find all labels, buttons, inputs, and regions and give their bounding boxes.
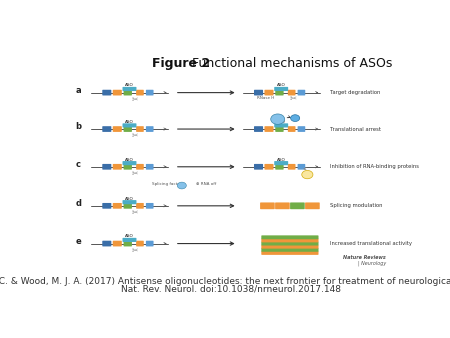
- Text: ASO: ASO: [277, 83, 286, 88]
- FancyBboxPatch shape: [297, 164, 305, 170]
- FancyBboxPatch shape: [136, 90, 144, 95]
- Text: ASO: ASO: [125, 234, 134, 238]
- FancyBboxPatch shape: [146, 90, 153, 95]
- Text: Translational arrest: Translational arrest: [330, 126, 381, 131]
- Text: | Neurology: | Neurology: [358, 260, 386, 266]
- FancyBboxPatch shape: [124, 126, 132, 132]
- FancyBboxPatch shape: [102, 203, 111, 209]
- Text: Increased translational activity: Increased translational activity: [330, 241, 412, 246]
- Text: ASO: ASO: [125, 83, 134, 88]
- Text: ✂: ✂: [290, 94, 297, 103]
- Text: ASO: ASO: [277, 120, 286, 124]
- FancyBboxPatch shape: [261, 235, 319, 239]
- FancyBboxPatch shape: [122, 200, 136, 204]
- Text: c: c: [76, 160, 81, 169]
- FancyBboxPatch shape: [122, 161, 136, 165]
- FancyBboxPatch shape: [102, 126, 111, 132]
- Text: RNase H: RNase H: [257, 96, 274, 100]
- FancyBboxPatch shape: [254, 90, 263, 95]
- FancyBboxPatch shape: [260, 202, 275, 209]
- FancyBboxPatch shape: [136, 164, 144, 170]
- FancyBboxPatch shape: [136, 126, 144, 132]
- FancyBboxPatch shape: [275, 126, 284, 132]
- FancyBboxPatch shape: [136, 203, 144, 209]
- FancyBboxPatch shape: [265, 164, 274, 170]
- Text: ASO: ASO: [277, 158, 286, 162]
- FancyBboxPatch shape: [113, 241, 122, 246]
- FancyBboxPatch shape: [275, 164, 284, 170]
- Text: Splicing factors: Splicing factors: [152, 183, 184, 186]
- FancyBboxPatch shape: [254, 164, 263, 170]
- Text: Target degradation: Target degradation: [330, 90, 380, 95]
- FancyBboxPatch shape: [102, 241, 111, 246]
- FancyBboxPatch shape: [274, 123, 288, 127]
- FancyBboxPatch shape: [274, 161, 288, 165]
- Text: ✂: ✂: [131, 208, 138, 217]
- FancyBboxPatch shape: [261, 251, 319, 255]
- FancyBboxPatch shape: [122, 123, 136, 127]
- FancyBboxPatch shape: [275, 202, 290, 209]
- FancyBboxPatch shape: [113, 126, 122, 132]
- FancyBboxPatch shape: [122, 87, 136, 91]
- Text: Functional mechanisms of ASOs: Functional mechanisms of ASOs: [188, 57, 392, 71]
- Text: ⊕ RNA off: ⊕ RNA off: [196, 183, 216, 187]
- FancyBboxPatch shape: [124, 241, 132, 246]
- FancyBboxPatch shape: [136, 241, 144, 246]
- FancyBboxPatch shape: [146, 164, 153, 170]
- FancyBboxPatch shape: [102, 164, 111, 170]
- FancyBboxPatch shape: [288, 164, 296, 170]
- Text: ✂: ✂: [131, 169, 138, 178]
- Text: Inhibition of RNA-binding proteins: Inhibition of RNA-binding proteins: [330, 164, 419, 169]
- Text: ASO: ASO: [125, 120, 134, 124]
- FancyBboxPatch shape: [124, 164, 132, 170]
- FancyBboxPatch shape: [146, 126, 153, 132]
- FancyBboxPatch shape: [265, 90, 274, 95]
- Text: Figure 2: Figure 2: [152, 57, 210, 71]
- FancyBboxPatch shape: [261, 239, 319, 242]
- Circle shape: [271, 114, 285, 124]
- Text: ✂: ✂: [131, 131, 138, 140]
- FancyBboxPatch shape: [288, 90, 296, 95]
- FancyBboxPatch shape: [261, 242, 319, 245]
- Text: d: d: [76, 199, 81, 208]
- Text: ✂: ✂: [131, 246, 138, 255]
- FancyBboxPatch shape: [275, 90, 284, 95]
- Text: Nat. Rev. Neurol. doi:10.1038/nrneurol.2017.148: Nat. Rev. Neurol. doi:10.1038/nrneurol.2…: [121, 285, 341, 294]
- FancyBboxPatch shape: [122, 238, 136, 242]
- Text: e: e: [76, 237, 81, 246]
- Text: ASO: ASO: [125, 197, 134, 201]
- Text: ASO: ASO: [125, 158, 134, 162]
- Circle shape: [302, 170, 313, 179]
- Text: Splicing modulation: Splicing modulation: [330, 203, 382, 208]
- Text: b: b: [76, 122, 81, 131]
- FancyBboxPatch shape: [288, 126, 296, 132]
- FancyBboxPatch shape: [297, 90, 305, 95]
- FancyBboxPatch shape: [254, 126, 263, 132]
- Text: Rinaldi, C. & Wood, M. J. A. (2017) Antisense oligonucleotides: the next frontie: Rinaldi, C. & Wood, M. J. A. (2017) Anti…: [0, 277, 450, 286]
- FancyBboxPatch shape: [113, 164, 122, 170]
- FancyBboxPatch shape: [305, 202, 320, 209]
- Text: ✂: ✂: [131, 95, 138, 104]
- FancyBboxPatch shape: [113, 90, 122, 95]
- FancyBboxPatch shape: [261, 248, 319, 252]
- FancyBboxPatch shape: [124, 203, 132, 209]
- FancyBboxPatch shape: [274, 87, 288, 91]
- FancyBboxPatch shape: [146, 203, 153, 209]
- FancyBboxPatch shape: [290, 202, 305, 209]
- FancyBboxPatch shape: [146, 241, 153, 246]
- Text: a: a: [76, 86, 81, 95]
- Circle shape: [177, 182, 186, 189]
- Circle shape: [291, 115, 300, 121]
- Text: Nature Reviews: Nature Reviews: [343, 256, 386, 261]
- FancyBboxPatch shape: [261, 245, 319, 249]
- FancyBboxPatch shape: [297, 126, 305, 132]
- FancyBboxPatch shape: [265, 126, 274, 132]
- FancyBboxPatch shape: [124, 90, 132, 95]
- FancyBboxPatch shape: [113, 203, 122, 209]
- FancyBboxPatch shape: [102, 90, 111, 95]
